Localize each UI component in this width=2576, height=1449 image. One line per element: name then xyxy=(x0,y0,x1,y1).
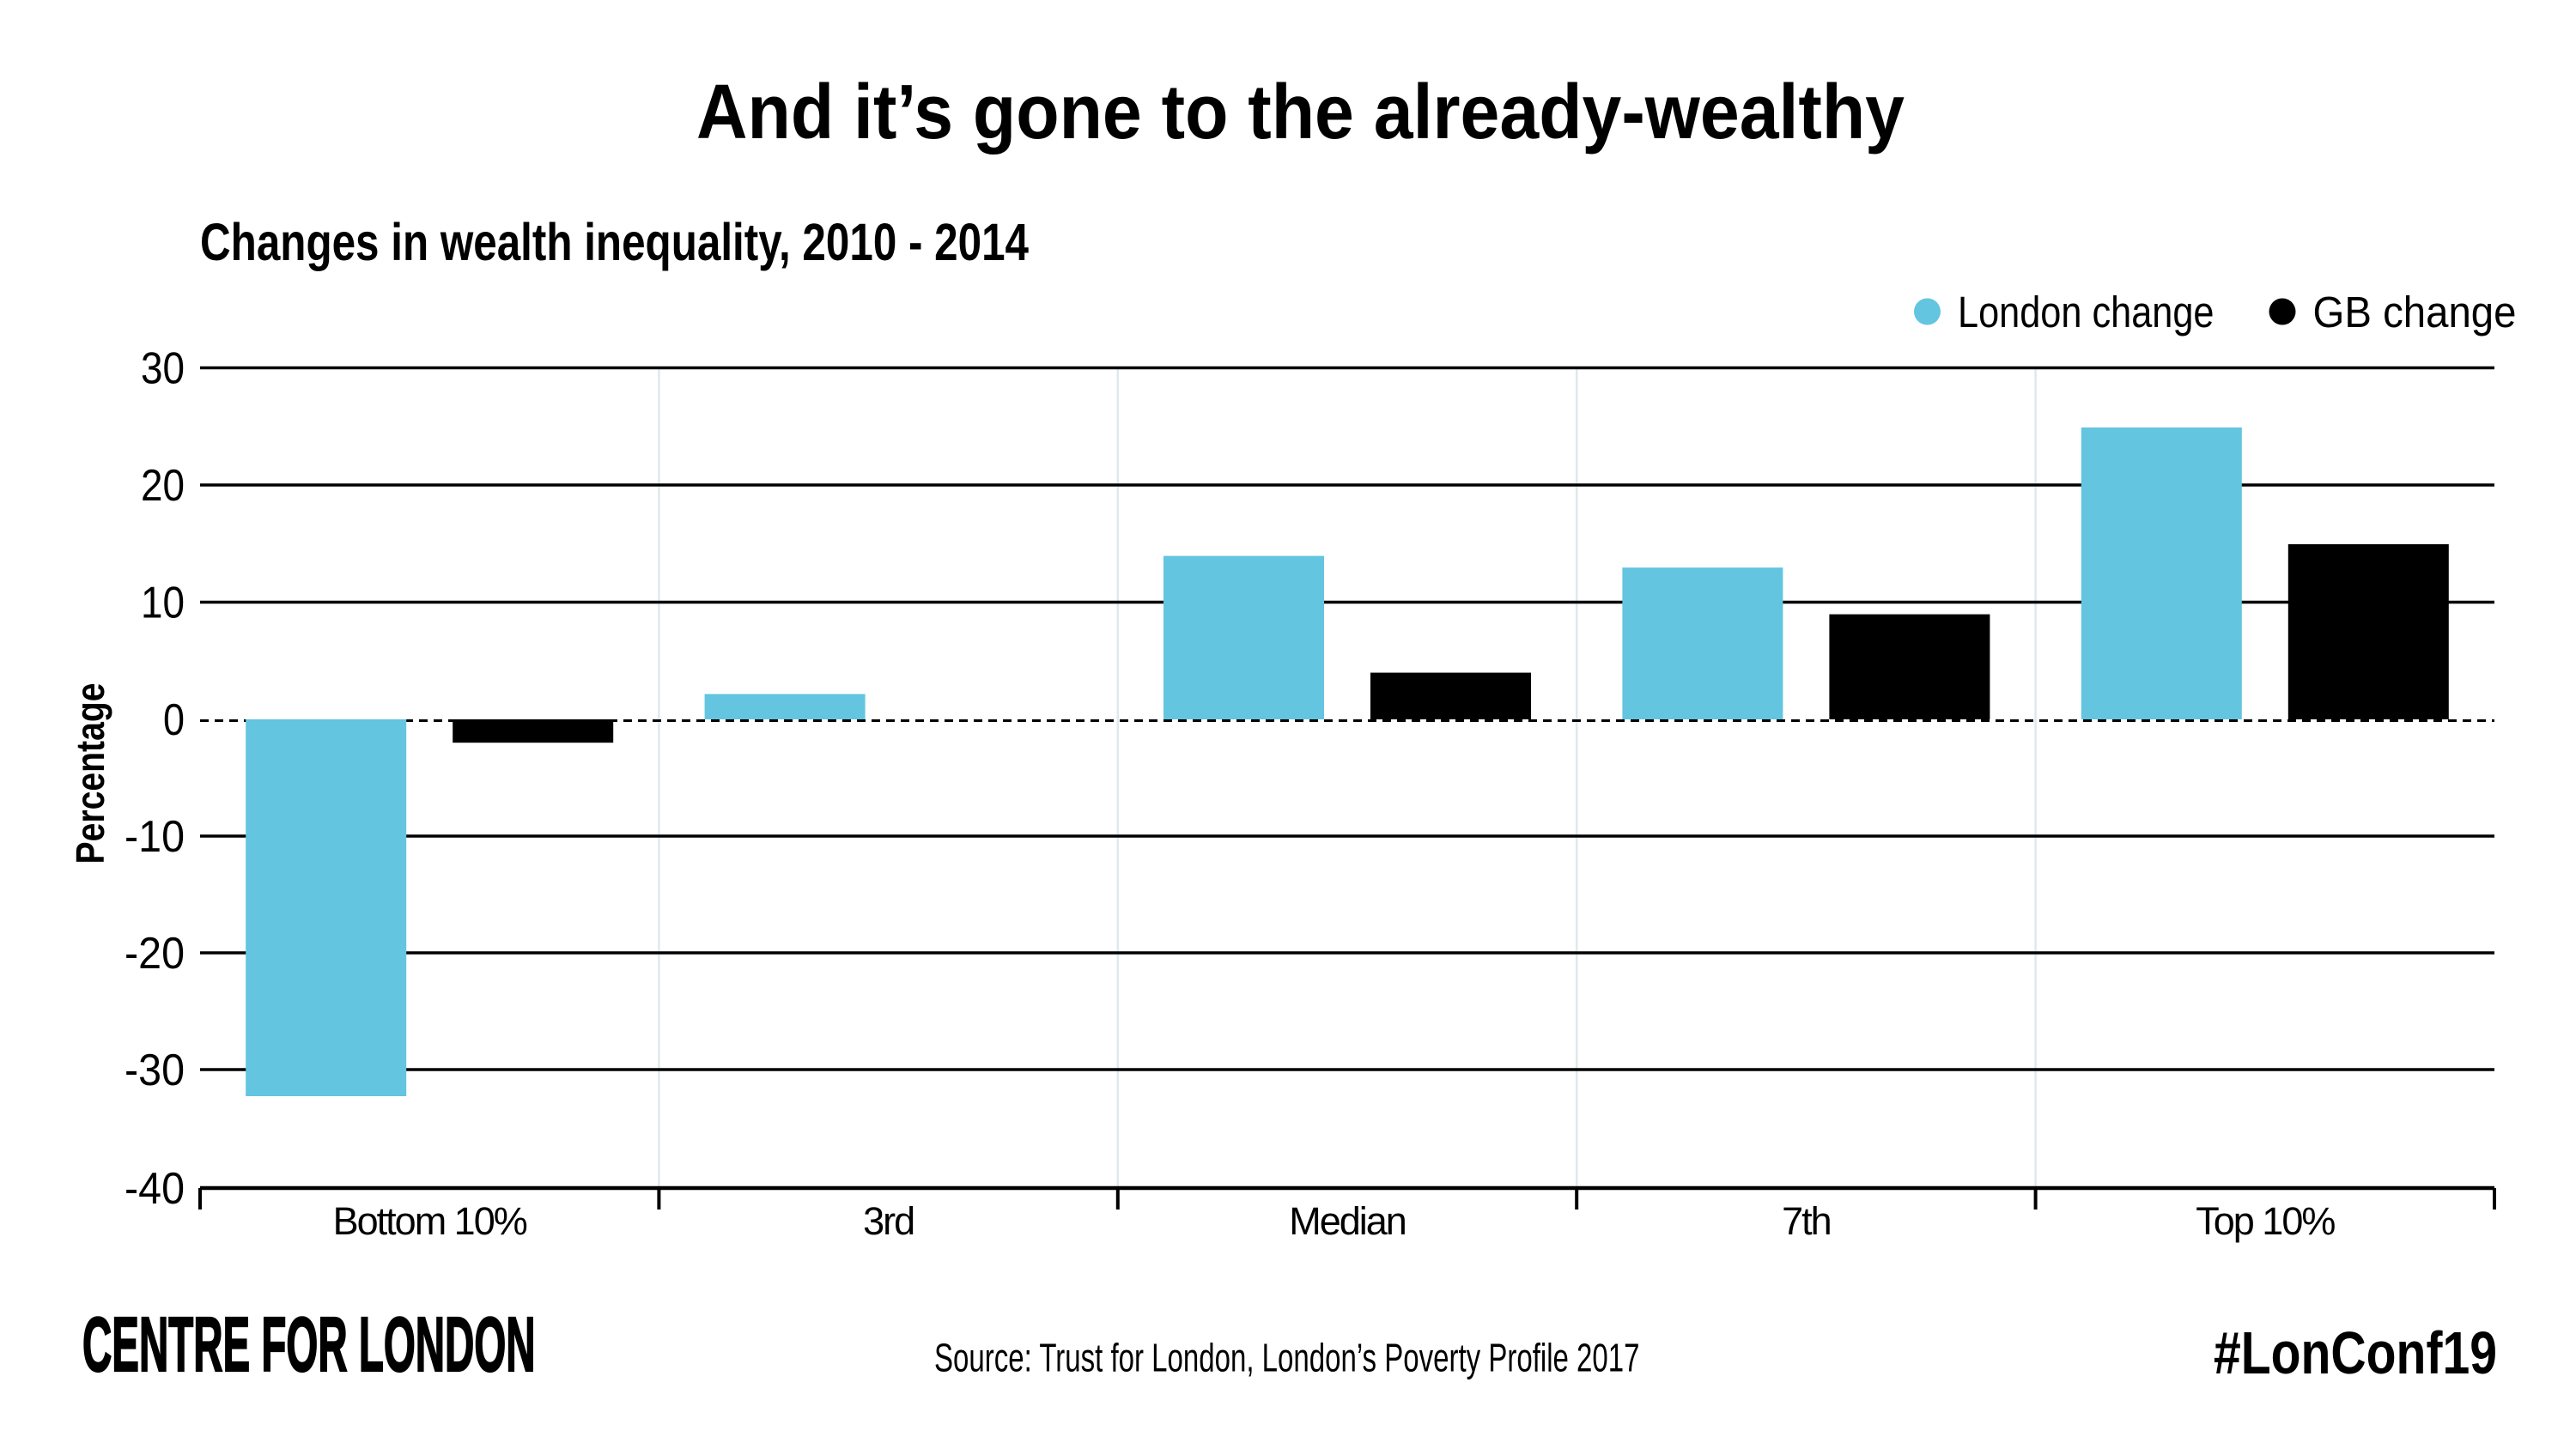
svg-text:And it’s gone to the already-w: And it’s gone to the already-wealthy xyxy=(696,70,1905,155)
svg-text:Changes in wealth inequality,: Changes in wealth inequality, 2010 - 201… xyxy=(200,213,1029,271)
svg-text:Bottom 10%: Bottom 10% xyxy=(333,1199,527,1243)
svg-text:Median: Median xyxy=(1289,1199,1406,1243)
svg-text:0: 0 xyxy=(163,695,185,745)
svg-text:-10: -10 xyxy=(125,812,185,862)
svg-text:10: 10 xyxy=(141,579,185,628)
svg-text:Source: Trust for London, Lond: Source: Trust for London, London’s Pover… xyxy=(934,1336,1640,1380)
svg-text:-30: -30 xyxy=(125,1046,185,1095)
svg-text:7th: 7th xyxy=(1782,1199,1831,1243)
svg-text:-20: -20 xyxy=(125,929,185,979)
svg-text:30: 30 xyxy=(141,344,185,394)
svg-text:#LonConf19: #LonConf19 xyxy=(2214,1319,2497,1386)
svg-text:20: 20 xyxy=(141,461,185,511)
svg-text:Top 10%: Top 10% xyxy=(2196,1199,2335,1243)
svg-text:CENTRE FOR LONDON: CENTRE FOR LONDON xyxy=(82,1302,536,1388)
svg-text:GB change: GB change xyxy=(2313,288,2517,336)
svg-text:3rd: 3rd xyxy=(863,1199,914,1243)
svg-text:London change: London change xyxy=(1958,288,2215,336)
svg-text:-40: -40 xyxy=(125,1164,185,1214)
svg-text:Percentage: Percentage xyxy=(68,683,112,864)
